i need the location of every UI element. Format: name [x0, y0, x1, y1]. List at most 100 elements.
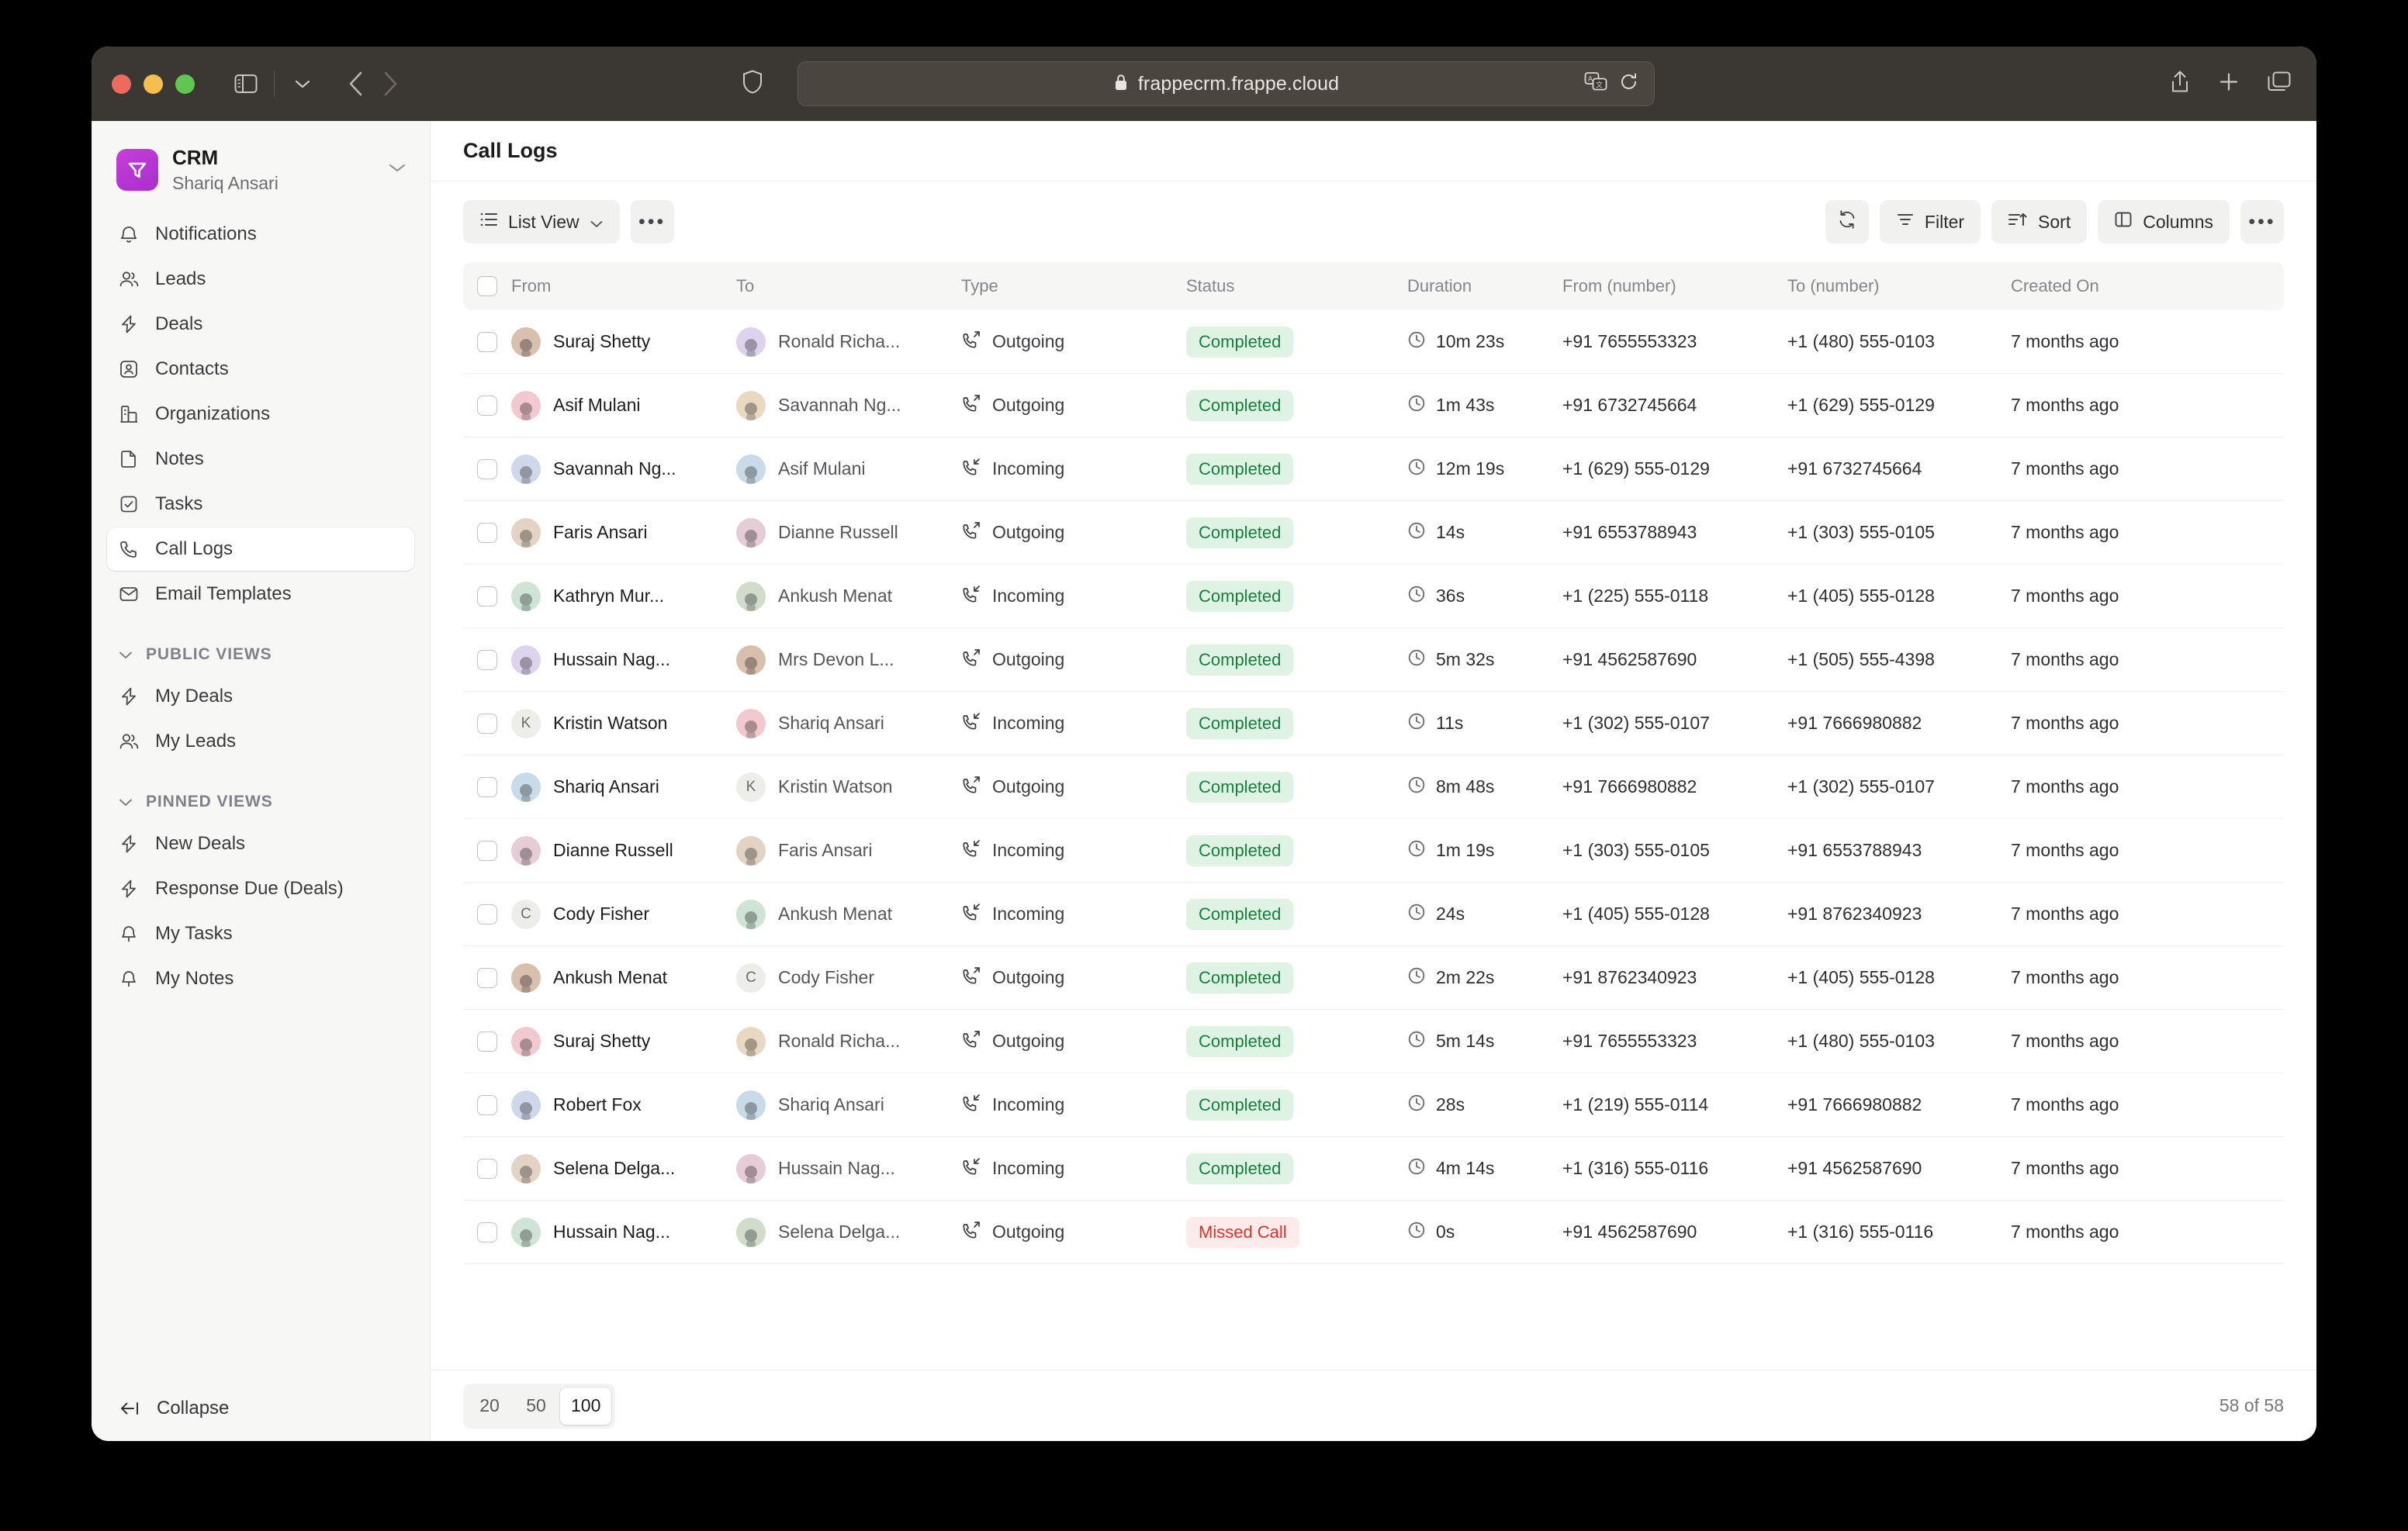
cell-to[interactable]: Faris Ansari	[736, 835, 961, 866]
cell-to[interactable]: Ronald Richa...	[736, 327, 961, 357]
cell-from[interactable]: Selena Delga...	[511, 1153, 736, 1184]
table-row[interactable]: Faris Ansari Dianne Russell Outgoing Comple…	[463, 501, 2284, 565]
cell-from[interactable]: Ankush Menat	[511, 962, 736, 993]
forward-arrow-icon[interactable]	[382, 71, 399, 97]
row-checkbox[interactable]	[463, 840, 511, 861]
row-checkbox[interactable]	[463, 1158, 511, 1179]
table-row[interactable]: Ankush Menat C Cody Fisher Outgoing Complete…	[463, 946, 2284, 1010]
page-size-option-20[interactable]: 20	[479, 1395, 500, 1415]
sidebar-item-my-deals[interactable]: My Deals	[107, 675, 414, 718]
back-arrow-icon[interactable]	[348, 71, 365, 97]
sort-button[interactable]: Sort	[1991, 200, 2088, 244]
view-selector-button[interactable]: List View	[463, 200, 620, 244]
plus-icon[interactable]	[2217, 71, 2240, 98]
column-header-to-number[interactable]: To (number)	[1787, 276, 1880, 295]
cell-to[interactable]: Savannah Ng...	[736, 390, 961, 420]
cell-to[interactable]: K Kristin Watson	[736, 772, 961, 802]
cell-to[interactable]: Asif Mulani	[736, 454, 961, 484]
row-checkbox[interactable]	[463, 967, 511, 988]
table-row[interactable]: Robert Fox Shariq Ansari Incoming Completed…	[463, 1073, 2284, 1137]
column-header-duration[interactable]: Duration	[1407, 276, 1472, 295]
column-header-from-number[interactable]: From (number)	[1562, 276, 1676, 295]
minimize-window-button[interactable]	[144, 74, 163, 94]
table-row[interactable]: Suraj Shetty Ronald Richa... Outgoing Compl…	[463, 310, 2284, 374]
page-size-option-50[interactable]: 50	[526, 1395, 546, 1415]
cell-to[interactable]: Ronald Richa...	[736, 1026, 961, 1056]
row-checkbox[interactable]	[463, 904, 511, 924]
sidebar-item-email-templates[interactable]: Email Templates	[107, 572, 414, 616]
cell-from[interactable]: Savannah Ng...	[511, 454, 736, 484]
sidebar-item-deals[interactable]: Deals	[107, 302, 414, 346]
sidebar-item-notes[interactable]: Notes	[107, 437, 414, 481]
table-row[interactable]: Hussain Nag... Selena Delga... Outgoing Mis…	[463, 1201, 2284, 1264]
shield-icon[interactable]	[742, 70, 763, 98]
cell-from[interactable]: K Kristin Watson	[511, 708, 736, 738]
row-checkbox[interactable]	[463, 1031, 511, 1052]
row-checkbox[interactable]	[463, 649, 511, 670]
cell-to[interactable]: Dianne Russell	[736, 517, 961, 548]
sidebar-item-my-notes[interactable]: My Notes	[107, 957, 414, 1001]
row-checkbox[interactable]	[463, 713, 511, 734]
reload-icon[interactable]	[1620, 72, 1638, 96]
cell-to[interactable]: Hussain Nag...	[736, 1153, 961, 1184]
translate-icon[interactable]: A 文	[1584, 72, 1607, 96]
table-row[interactable]: Selena Delga... Hussain Nag... Incoming Com…	[463, 1137, 2284, 1201]
sidebar-item-contacts[interactable]: Contacts	[107, 347, 414, 391]
cell-from[interactable]: Dianne Russell	[511, 835, 736, 866]
filter-button[interactable]: Filter	[1879, 200, 1981, 244]
collapse-sidebar-button[interactable]: Collapse	[92, 1385, 430, 1432]
sidebar-item-call-logs[interactable]: Call Logs	[107, 527, 414, 571]
row-checkbox[interactable]	[463, 776, 511, 797]
section-pinned-views[interactable]: PINNED VIEWS	[92, 782, 430, 822]
column-header-to[interactable]: To	[736, 276, 755, 295]
table-row[interactable]: Shariq Ansari K Kristin Watson Outgoing Comp…	[463, 755, 2284, 819]
cell-from[interactable]: Kathryn Mur...	[511, 581, 736, 611]
cell-from[interactable]: C Cody Fisher	[511, 899, 736, 929]
table-row[interactable]: Dianne Russell Faris Ansari Incoming Comple…	[463, 819, 2284, 883]
list-more-button[interactable]: •••	[2240, 200, 2284, 244]
cell-to[interactable]: Shariq Ansari	[736, 1090, 961, 1120]
sidebar-item-response-due-deals[interactable]: Response Due (Deals)	[107, 867, 414, 911]
column-header-from[interactable]: From	[511, 276, 552, 295]
cell-from[interactable]: Asif Mulani	[511, 390, 736, 420]
columns-button[interactable]: Columns	[2098, 200, 2230, 244]
cell-from[interactable]: Hussain Nag...	[511, 1217, 736, 1247]
table-row[interactable]: Kathryn Mur... Ankush Menat Incoming Comple…	[463, 565, 2284, 628]
cell-to[interactable]: Shariq Ansari	[736, 708, 961, 738]
cell-from[interactable]: Shariq Ansari	[511, 772, 736, 802]
cell-from[interactable]: Suraj Shetty	[511, 327, 736, 357]
maximize-window-button[interactable]	[175, 74, 195, 94]
sidebar-item-notifications[interactable]: Notifications	[107, 213, 414, 256]
table-row[interactable]: K Kristin Watson Shariq Ansari Incoming Comp…	[463, 692, 2284, 755]
cell-from[interactable]: Robert Fox	[511, 1090, 736, 1120]
sidebar-item-leads[interactable]: Leads	[107, 257, 414, 301]
cell-from[interactable]: Hussain Nag...	[511, 645, 736, 675]
chevron-down-icon[interactable]	[285, 67, 320, 101]
sidebar-item-tasks[interactable]: Tasks	[107, 482, 414, 526]
section-public-views[interactable]: PUBLIC VIEWS	[92, 634, 430, 675]
column-header-created-on[interactable]: Created On	[2011, 276, 2099, 295]
cell-to[interactable]: C Cody Fisher	[736, 962, 961, 993]
cell-from[interactable]: Faris Ansari	[511, 517, 736, 548]
row-checkbox[interactable]	[463, 331, 511, 352]
column-header-type[interactable]: Type	[961, 276, 998, 295]
table-row[interactable]: Savannah Ng... Asif Mulani Incoming Complet…	[463, 437, 2284, 501]
cell-to[interactable]: Mrs Devon L...	[736, 645, 961, 675]
row-checkbox[interactable]	[463, 1094, 511, 1115]
cell-to[interactable]: Ankush Menat	[736, 899, 961, 929]
table-row[interactable]: Asif Mulani Savannah Ng... Outgoing Complet…	[463, 374, 2284, 437]
row-checkbox[interactable]	[463, 395, 511, 416]
sidebar-item-new-deals[interactable]: New Deals	[107, 822, 414, 866]
row-checkbox[interactable]	[463, 1222, 511, 1242]
sidebar-item-organizations[interactable]: Organizations	[107, 392, 414, 436]
refresh-button[interactable]	[1825, 200, 1869, 244]
view-more-button[interactable]: •••	[630, 200, 674, 244]
address-bar[interactable]: frappecrm.frappe.cloud A 文	[797, 61, 1655, 106]
workspace-switcher[interactable]: CRM Shariq Ansari	[109, 138, 414, 202]
select-all-checkbox[interactable]	[463, 276, 511, 296]
row-checkbox[interactable]	[463, 586, 511, 607]
cell-to[interactable]: Selena Delga...	[736, 1217, 961, 1247]
sidebar-item-my-tasks[interactable]: My Tasks	[107, 912, 414, 956]
sidebar-toggle-icon[interactable]	[229, 67, 263, 101]
row-checkbox[interactable]	[463, 458, 511, 479]
